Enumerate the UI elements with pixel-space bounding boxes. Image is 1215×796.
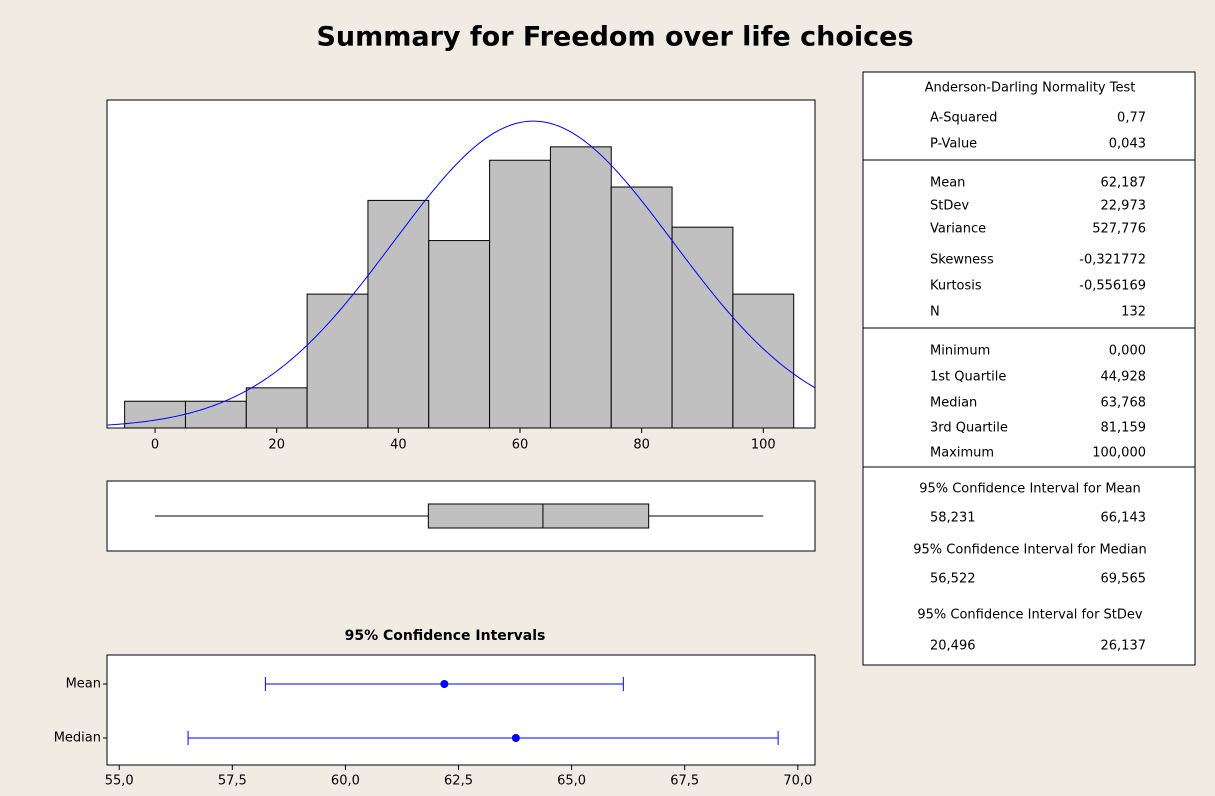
y-tick-label: Median [54, 731, 101, 746]
interval-heading: 95% Confidence Interval for Mean [919, 482, 1141, 497]
stat-value: 44,928 [1101, 370, 1147, 385]
x-tick-label: 100 [751, 438, 776, 453]
stat-name: 3rd Quartile [930, 421, 1008, 436]
interval-upper: 66,143 [1101, 511, 1147, 526]
point-estimate [511, 734, 520, 742]
bar [428, 240, 491, 429]
stat-name: P-Value [930, 137, 977, 152]
stat-value: -0,321772 [1079, 253, 1146, 268]
stat-name: Maximum [930, 446, 994, 461]
stat-name: Minimum [930, 344, 990, 359]
chart-title: Summary for Freedom over life choices [316, 22, 913, 53]
stats-table [862, 71, 1196, 666]
stat-name: Mean [930, 176, 965, 191]
bar [245, 387, 308, 429]
bar [671, 226, 734, 429]
interval-lower: 20,496 [930, 639, 976, 654]
normal-curve [106, 120, 816, 426]
x-tick-label: 40 [390, 438, 407, 453]
bar [184, 400, 247, 429]
stat-value: 0,000 [1109, 344, 1146, 359]
point-estimate [440, 680, 449, 688]
stat-name: A-Squared [930, 111, 997, 126]
stat-name: StDev [930, 199, 969, 214]
stat-value: 62,187 [1101, 176, 1147, 191]
x-tick-label: 70,0 [783, 774, 812, 789]
bar [124, 400, 186, 429]
stat-value: 100,000 [1092, 446, 1146, 461]
stat-name: Variance [930, 222, 986, 237]
bar [489, 159, 551, 429]
x-tick-label: 0 [151, 438, 159, 453]
stat-value: 63,768 [1101, 396, 1147, 411]
x-tick-label: 57,5 [218, 774, 247, 789]
stat-value: 22,973 [1101, 199, 1147, 214]
interval-frame [106, 654, 816, 766]
table-header: Anderson-Darling Normality Test [925, 81, 1136, 96]
stat-value: 132 [1121, 305, 1146, 320]
bar [732, 293, 795, 429]
interval-heading: 95% Confidence Interval for Median [913, 543, 1146, 558]
x-tick-label: 67,5 [670, 774, 699, 789]
interval-upper: 26,137 [1101, 639, 1147, 654]
x-tick-label: 80 [633, 438, 650, 453]
stat-name: Skewness [930, 253, 994, 268]
bar [306, 293, 369, 429]
y-tick-label: Mean [66, 677, 101, 692]
x-tick-label: 60,0 [331, 774, 360, 789]
x-tick-label: 60 [512, 438, 529, 453]
stat-name: Median [930, 396, 977, 411]
stat-name: Kurtosis [930, 279, 982, 294]
bar [367, 199, 430, 429]
stat-value: 0,043 [1109, 137, 1146, 152]
bar [610, 186, 673, 429]
interval-upper: 69,565 [1101, 572, 1147, 587]
x-tick-label: 65,0 [557, 774, 586, 789]
stat-value: 81,159 [1101, 421, 1147, 436]
x-tick-label: 62,5 [444, 774, 473, 789]
x-tick-label: 55,0 [105, 774, 134, 789]
stat-value: -0,556169 [1079, 279, 1146, 294]
interval-lower: 56,522 [930, 572, 976, 587]
stat-value: 527,776 [1092, 222, 1146, 237]
interval-title: 95% Confidence Intervals [345, 628, 546, 644]
bar [549, 146, 612, 429]
interval-lower: 58,231 [930, 511, 976, 526]
box [427, 503, 650, 529]
stat-name: 1st Quartile [930, 370, 1006, 385]
stat-value: 0,77 [1117, 111, 1146, 126]
stat-name: N [930, 305, 940, 320]
x-tick-label: 20 [268, 438, 285, 453]
interval-heading: 95% Confidence Interval for StDev [917, 608, 1143, 623]
